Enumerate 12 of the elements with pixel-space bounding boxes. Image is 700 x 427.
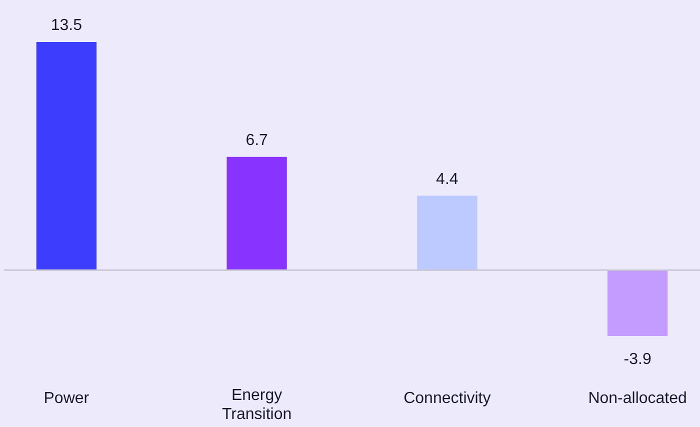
data-label: 6.7 xyxy=(246,132,268,149)
data-label: -3.9 xyxy=(624,351,652,368)
bar xyxy=(36,42,97,270)
data-label: 13.5 xyxy=(50,17,82,34)
x-tick-label: Connectivity xyxy=(404,390,491,407)
bar xyxy=(607,270,668,336)
x-tick-label: Non-allocated xyxy=(588,390,687,407)
bar xyxy=(226,156,287,270)
x-tick-label: Energy Transition xyxy=(222,387,292,423)
data-label: 4.4 xyxy=(436,170,458,188)
x-tick-label: Power xyxy=(44,390,90,407)
bar xyxy=(417,196,478,270)
